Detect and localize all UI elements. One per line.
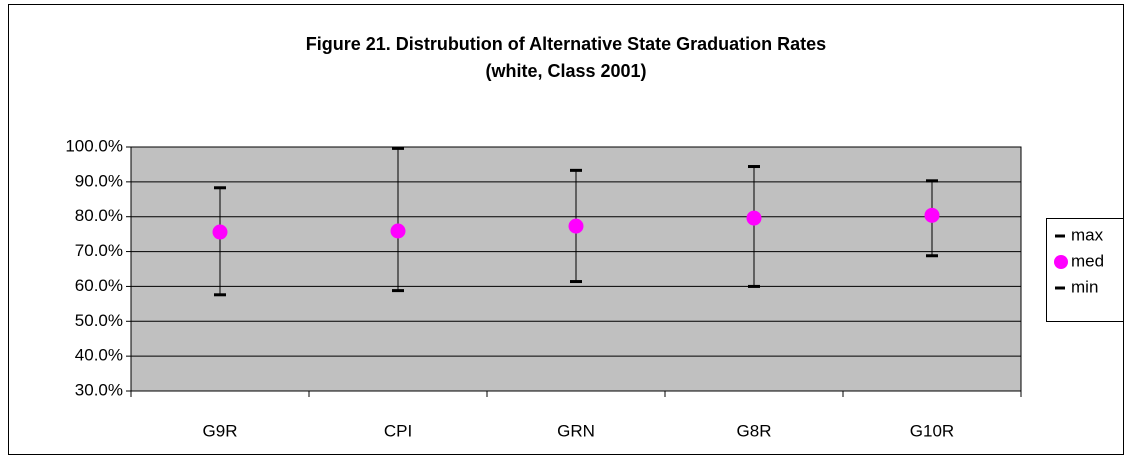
med-marker <box>568 218 584 234</box>
med-marker <box>212 224 228 240</box>
legend-label: med <box>1071 251 1104 270</box>
legend-label: min <box>1071 277 1098 296</box>
chart-title: Figure 21. Distrubution of Alternative S… <box>306 34 826 54</box>
y-tick-label: 40.0% <box>75 346 123 365</box>
legend-label: max <box>1071 225 1104 244</box>
x-tick-label: G10R <box>910 421 954 440</box>
y-tick-label: 80.0% <box>75 206 123 225</box>
med-marker <box>924 207 940 223</box>
x-tick-label: G8R <box>737 421 772 440</box>
y-tick-label: 100.0% <box>65 136 123 155</box>
y-tick-label: 60.0% <box>75 276 123 295</box>
y-tick-label: 90.0% <box>75 171 123 190</box>
x-tick-label: CPI <box>384 421 412 440</box>
legend-marker <box>1054 255 1068 269</box>
chart-subtitle: (white, Class 2001) <box>485 61 646 81</box>
med-marker <box>746 210 762 226</box>
med-marker <box>390 223 406 239</box>
y-tick-label: 30.0% <box>75 380 123 399</box>
x-tick-label: GRN <box>557 421 595 440</box>
x-tick-label: G9R <box>203 421 238 440</box>
y-tick-label: 50.0% <box>75 311 123 330</box>
plot-border <box>130 146 1022 392</box>
y-tick-label: 70.0% <box>75 241 123 260</box>
